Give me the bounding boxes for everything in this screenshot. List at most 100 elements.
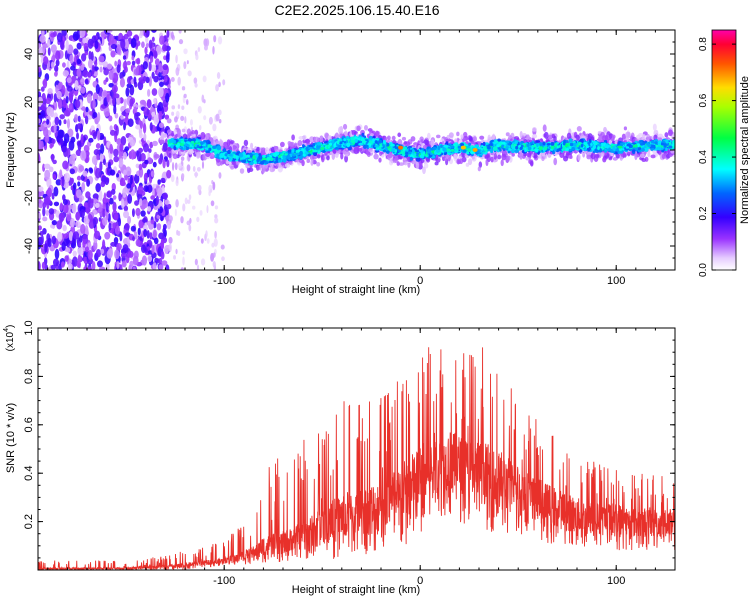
heatmap-cell [587,133,593,140]
heatmap-cell [129,98,134,107]
heatmap-cell [92,216,99,225]
heatmap-cell [174,208,177,217]
heatmap-cell [74,99,81,109]
heatmap-cell [72,256,78,267]
heatmap-cell [178,163,182,169]
heatmap-cell [115,125,119,136]
heatmap-cell [160,239,165,250]
heatmap-cell [110,43,118,50]
heatmap-cell [193,77,198,84]
heatmap-cell [71,203,77,214]
heatmap-cell [342,123,348,130]
heatmap-cell [501,153,507,161]
heatmap-cell [526,152,532,158]
heatmap-cell [140,210,146,217]
heatmap-cell [125,112,129,119]
heatmap-cell [68,204,74,210]
heatmap-cell [386,135,391,141]
heatmap-cell [98,55,105,63]
heatmap-cell [222,79,226,86]
heatmap-cell [126,60,131,66]
spectrogram-heatmap [38,30,675,270]
heatmap-cell [123,98,127,109]
heatmap-cell [113,236,119,244]
heatmap-cell [151,30,157,33]
heatmap-cell [460,134,464,139]
heatmap-cell [72,31,79,41]
heatmap-cell [57,231,63,242]
heatmap-cell [70,177,74,184]
heatmap-cell [200,131,206,140]
heatmap-cell [332,149,337,154]
heatmap-cell [205,152,211,158]
heatmap-cell [547,134,553,140]
heatmap-cell [182,250,185,255]
heatmap-cell [161,95,166,101]
heatmap-cell [102,239,106,250]
heatmap-cell [125,87,130,97]
heatmap-cell [568,138,573,143]
heatmap-cell [187,199,191,204]
heatmap-cell [158,232,165,240]
heatmap-cell [541,156,545,162]
heatmap-cell [113,104,117,115]
heatmap-cell [173,129,177,135]
heatmap-cell [175,110,180,118]
heatmap-cell [151,71,155,79]
heatmap-cell [76,58,82,65]
heatmap-cell [158,264,164,270]
heatmap-cell [38,186,44,192]
heatmap-cell [316,154,321,159]
heatmap-cell [42,216,48,222]
heatmap-cell [130,37,137,49]
heatmap-cell [54,248,60,260]
heatmap-cell [166,129,172,135]
heatmap-cell [543,131,549,139]
heatmap-cell [43,55,49,65]
heatmap-cell [73,48,79,55]
heatmap-cell [353,146,359,155]
heatmap-cell [80,64,85,71]
heatmap-cell [530,160,534,167]
heatmap-cell [153,204,159,211]
heatmap-cell [86,257,94,265]
heatmap-cell [157,179,161,185]
heatmap-cell [99,161,103,172]
heatmap-cell [213,35,217,43]
heatmap-cell [166,221,171,230]
heatmap-cell [647,150,651,158]
heatmap-cell [38,261,41,270]
heatmap-cell [200,238,204,244]
heatmap-cell [430,140,435,148]
heatmap-cell [156,223,162,231]
heatmap-cell [188,224,192,232]
heatmap-cell [424,162,429,169]
heatmap-cell [162,192,168,200]
heatmap-cell [141,255,148,266]
heatmap-cell [112,201,117,212]
heatmap-cell [84,78,89,85]
heatmap-cell [130,149,136,160]
heatmap-cell [92,198,98,204]
heatmap-cell [75,221,79,227]
heatmap-cell [92,208,97,215]
heatmap-cell [396,161,400,166]
heatmap-cell [363,124,368,131]
heatmap-cell [653,134,658,141]
heatmap-cell [187,70,192,77]
heatmap-cell [65,39,69,51]
heatmap-cell [137,227,141,236]
heatmap-cell [55,179,62,186]
heatmap-cell [199,210,203,216]
heatmap-cell [144,221,148,231]
heatmap-cell [125,108,131,114]
heatmap-cell [175,179,179,187]
heatmap-cell [168,236,173,244]
heatmap-cell [211,242,215,248]
heatmap-cell [600,152,605,157]
heatmap-cell [147,88,151,97]
heatmap-cell [427,132,431,140]
heatmap-cell [150,170,155,178]
heatmap-cell [453,153,458,162]
heatmap-cell [422,166,426,175]
